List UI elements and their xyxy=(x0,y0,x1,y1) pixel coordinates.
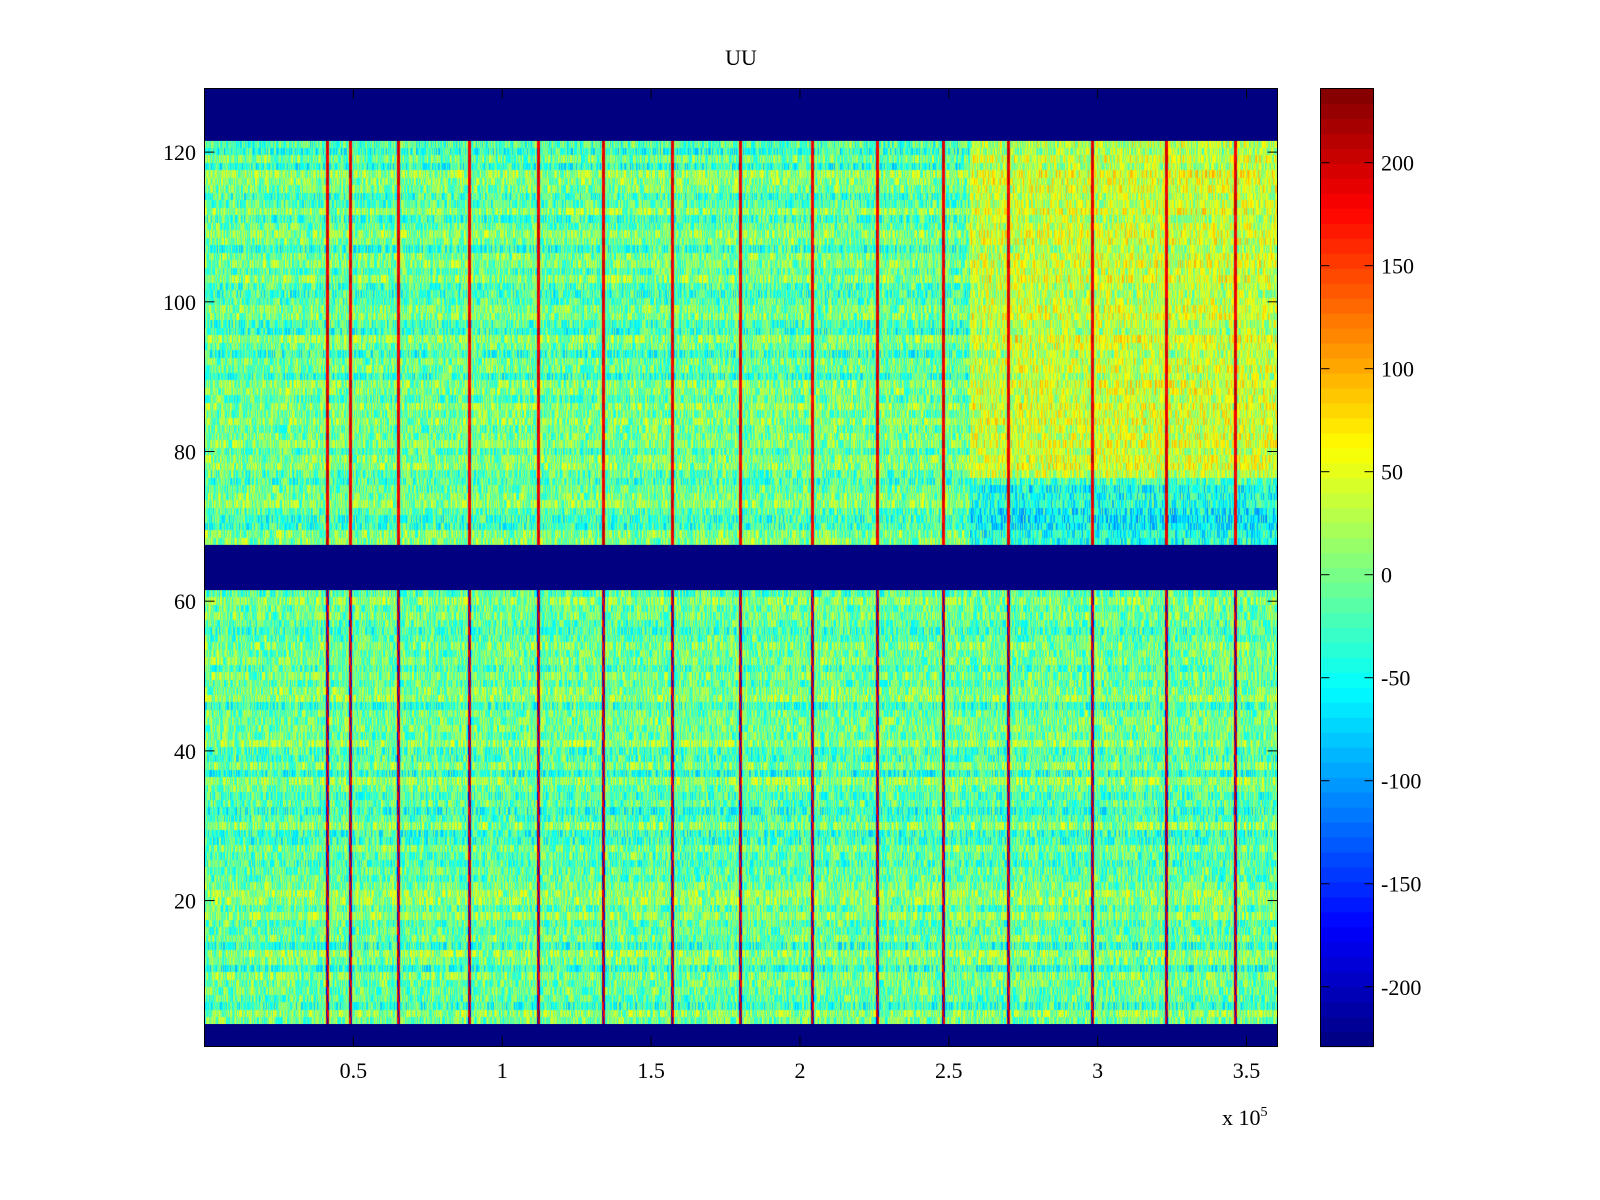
colorbar-swatch xyxy=(1320,836,1374,853)
colorbar-swatch xyxy=(1320,807,1374,823)
colorbar-swatch xyxy=(1320,926,1374,943)
y-tick-label: 40 xyxy=(174,739,196,764)
y-tick-label: 20 xyxy=(174,889,196,914)
colorbar-swatch xyxy=(1320,941,1374,958)
y-axis: 20 40 60 80 100 120 xyxy=(163,140,1278,914)
x-tick-label: 2.5 xyxy=(935,1058,963,1083)
colorbar-swatch xyxy=(1320,328,1374,344)
x-tick-label: 3 xyxy=(1092,1058,1103,1083)
colorbar-swatch xyxy=(1320,88,1374,105)
y-tick-label: 120 xyxy=(163,140,196,165)
colorbar-tick-label: -200 xyxy=(1381,975,1421,1000)
colorbar-swatch xyxy=(1320,133,1374,149)
colorbar-swatch xyxy=(1320,732,1374,748)
colorbar-swatch xyxy=(1320,717,1374,733)
colorbar-swatch xyxy=(1320,163,1374,179)
colorbar-swatch xyxy=(1320,911,1374,928)
colorbar-swatch xyxy=(1320,567,1374,584)
colorbar-swatch xyxy=(1320,1031,1374,1048)
colorbar-swatch xyxy=(1320,672,1374,688)
colorbar-swatch xyxy=(1320,223,1374,239)
colorbar-swatch xyxy=(1320,208,1374,224)
colorbar-swatch xyxy=(1320,851,1374,868)
empty-row-band xyxy=(204,545,1278,590)
plot-axes-box xyxy=(204,88,1278,1047)
colorbar-swatch xyxy=(1320,537,1374,554)
colorbar-swatch xyxy=(1320,971,1374,988)
colorbar-frame xyxy=(1320,88,1374,1047)
colorbar-swatch xyxy=(1320,1016,1374,1033)
colorbar-tick-label: 200 xyxy=(1381,151,1414,176)
colorbar-swatch xyxy=(1320,792,1374,808)
colorbar-tick-label: -150 xyxy=(1381,872,1421,897)
colorbar-swatch xyxy=(1320,313,1374,329)
x-tick-label: 3.5 xyxy=(1233,1058,1261,1083)
colorbar-tick-label: -100 xyxy=(1381,769,1421,794)
colorbar-swatch xyxy=(1320,402,1374,419)
colorbar-swatch xyxy=(1320,821,1374,838)
colorbar-tick-label: 50 xyxy=(1381,460,1403,485)
colorbar-swatch xyxy=(1320,477,1374,494)
colorbar-swatch xyxy=(1320,357,1374,374)
colorbar-swatch xyxy=(1320,747,1374,763)
colorbar-tick-label: 150 xyxy=(1381,254,1414,279)
x-tick-label: 2 xyxy=(794,1058,805,1083)
colorbar-swatch xyxy=(1320,178,1374,194)
colorbar-swatch xyxy=(1320,1001,1374,1018)
colorbar-swatch xyxy=(1320,522,1374,539)
colorbar-swatch xyxy=(1320,462,1374,479)
colorbar-swatch xyxy=(1320,702,1374,718)
colorbar-swatch xyxy=(1320,642,1374,658)
colorbar-tick-label: -50 xyxy=(1381,666,1410,691)
colorbar-swatch xyxy=(1320,881,1374,898)
y-tick-label: 80 xyxy=(174,439,196,464)
colorbar-swatch xyxy=(1320,552,1374,569)
colorbar-swatch xyxy=(1320,597,1374,614)
colorbar-swatch xyxy=(1320,956,1374,973)
colorbar-swatch xyxy=(1320,492,1374,509)
chart-title: UU xyxy=(725,45,757,70)
empty-row-bands xyxy=(204,88,1278,1047)
colorbar-swatch xyxy=(1320,103,1374,120)
empty-row-band xyxy=(204,1024,1278,1047)
colorbar-swatch xyxy=(1320,148,1374,164)
colorbar-swatch xyxy=(1320,118,1374,135)
colorbar-swatch xyxy=(1320,238,1374,254)
colorbar-swatch xyxy=(1320,866,1374,883)
colorbar-tick-label: 0 xyxy=(1381,563,1392,588)
colorbar-swatch xyxy=(1320,687,1374,703)
colorbar-swatch xyxy=(1320,193,1374,209)
colorbar-swatch xyxy=(1320,612,1374,628)
colorbar-swatch xyxy=(1320,298,1374,314)
colorbar-swatch xyxy=(1320,387,1374,404)
colorbar-swatch xyxy=(1320,342,1374,359)
y-tick-label: 100 xyxy=(163,290,196,315)
x-tick-label: 1.5 xyxy=(637,1058,665,1083)
colorbar-swatch xyxy=(1320,896,1374,913)
x-tick-label: 1 xyxy=(497,1058,508,1083)
x-exponent-label: x 105 xyxy=(1222,1105,1268,1130)
colorbar-swatch xyxy=(1320,507,1374,524)
colorbar-swatch xyxy=(1320,777,1374,793)
colorbar-swatch xyxy=(1320,432,1374,449)
colorbar-swatch xyxy=(1320,372,1374,389)
colorbar-swatch xyxy=(1320,762,1374,778)
x-tick-label: 0.5 xyxy=(340,1058,368,1083)
colorbar-tick-label: 100 xyxy=(1381,357,1414,382)
colorbar-swatch xyxy=(1320,657,1374,673)
colorbar-swatch xyxy=(1320,268,1374,284)
colorbar-swatch xyxy=(1320,447,1374,464)
x-axis: 0.5 1 1.5 2 2.5 3 3.5 xyxy=(340,88,1261,1083)
colorbar-swatch xyxy=(1320,986,1374,1003)
colorbar-swatch xyxy=(1320,253,1374,269)
colorbar-swatch xyxy=(1320,417,1374,434)
colorbar: -200 -150 -100 -50 0 50 100 150 200 xyxy=(1320,88,1421,1048)
empty-row-band xyxy=(204,88,1278,141)
colorbar-swatch xyxy=(1320,627,1374,643)
colorbar-swatch xyxy=(1320,582,1374,599)
y-tick-label: 60 xyxy=(174,589,196,614)
colorbar-swatch xyxy=(1320,283,1374,299)
